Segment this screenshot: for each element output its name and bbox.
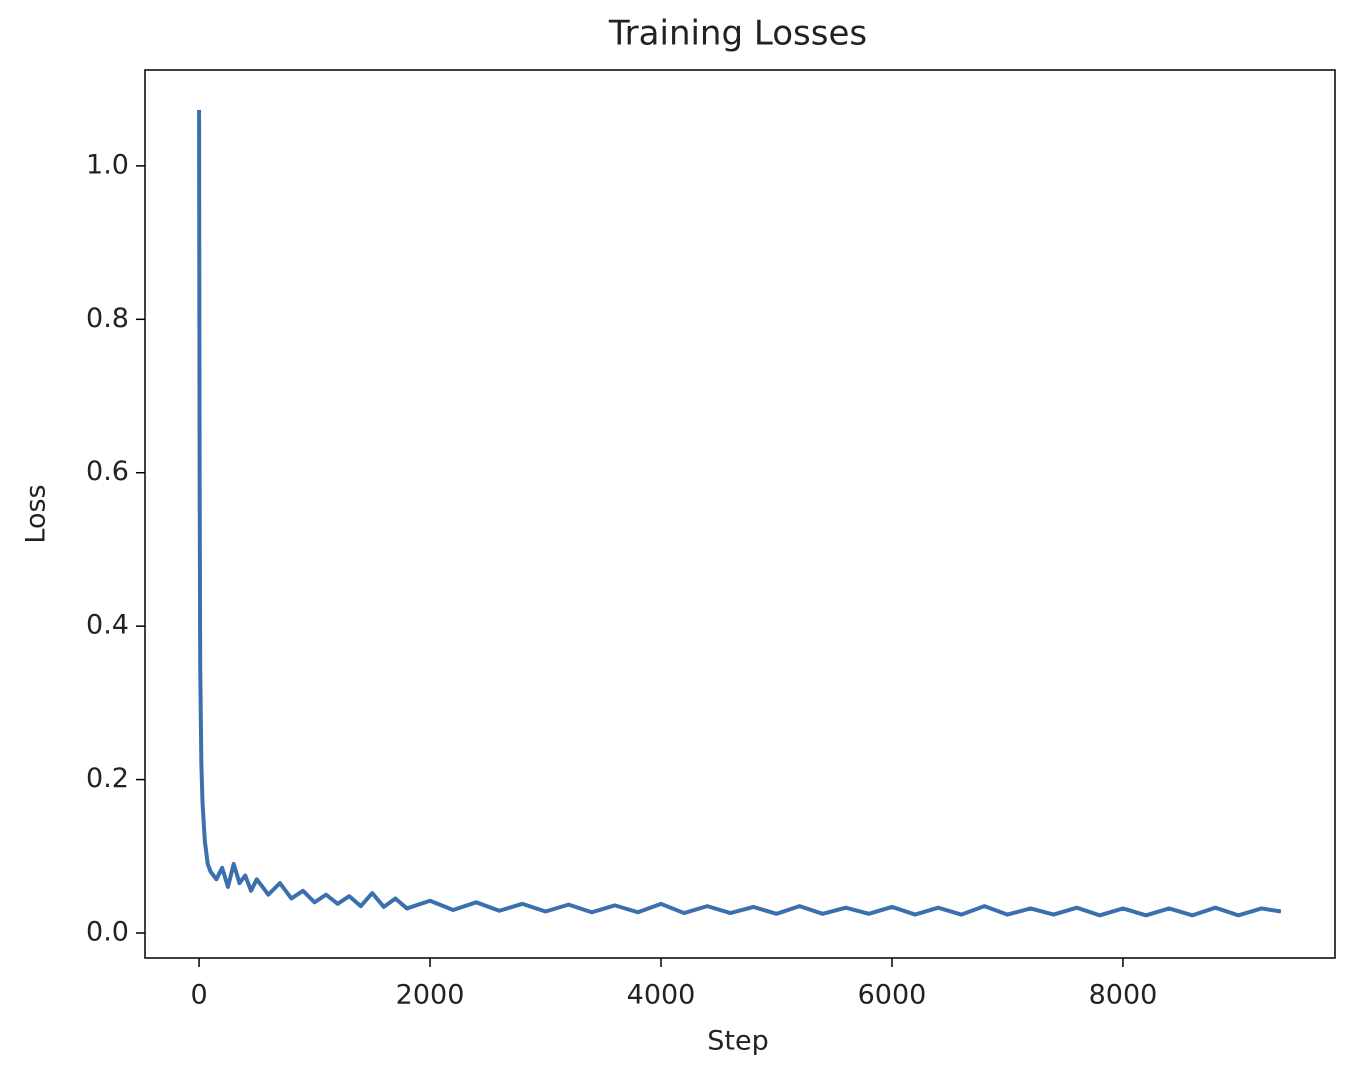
x-tick-label: 8000 — [1089, 980, 1158, 1011]
y-tick-label: 0.4 — [86, 610, 129, 641]
chart-title: Training Losses — [608, 14, 867, 54]
plot-frame — [144, 69, 1336, 959]
y-tick-label: 0.8 — [86, 303, 129, 334]
y-axis-label: Loss — [21, 484, 52, 543]
y-tick-label: 0.6 — [86, 456, 129, 487]
x-tick-label: 6000 — [858, 980, 927, 1011]
y-tick-label: 0.2 — [86, 763, 129, 794]
x-axis-label: Step — [707, 1026, 768, 1057]
x-tick-label: 4000 — [627, 980, 696, 1011]
x-tick-label: 0 — [190, 980, 207, 1011]
x-tick-label: 2000 — [396, 980, 465, 1011]
y-tick-label: 1.0 — [86, 149, 129, 180]
loss-line — [197, 109, 1282, 918]
y-tick-label: 0.0 — [86, 916, 129, 947]
